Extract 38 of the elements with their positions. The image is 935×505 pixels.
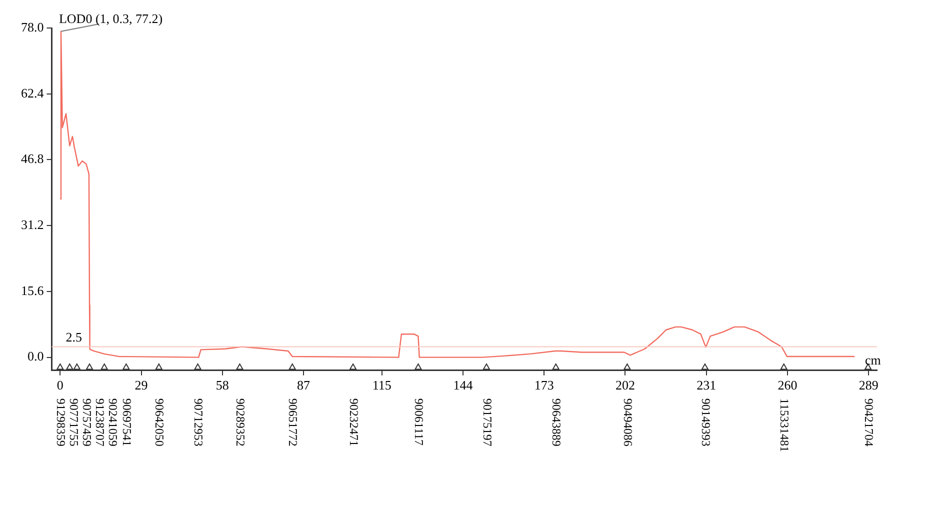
y-tick-label: 31.2 [21, 217, 44, 232]
y-tick-label: 78.0 [21, 19, 44, 34]
text: 90232471 [346, 398, 361, 446]
x-tick-label: 87 [297, 378, 311, 393]
y-tick-label: 15.6 [21, 282, 44, 298]
text: 90061117 [412, 398, 426, 446]
text: 90697541 [120, 398, 134, 446]
text: 90241059 [106, 398, 120, 446]
text: 91238707 [92, 398, 107, 446]
x-tick-label: 144 [453, 378, 474, 393]
x-tick-label: 58 [216, 378, 229, 393]
x-tick-label: 115 [372, 378, 392, 393]
y-tick-label: 62.4 [21, 85, 44, 100]
text: 90494086 [621, 398, 636, 446]
y-tick-label: 46.8 [21, 151, 44, 166]
x-tick-label: 0 [56, 378, 64, 393]
text: 90757459 [80, 398, 94, 446]
text: 90149393 [698, 398, 713, 446]
text: 90289352 [234, 398, 248, 446]
x-tick-label: 202 [615, 378, 635, 393]
text: 90771755 [66, 398, 81, 446]
x-axis-title: cm [865, 352, 881, 368]
text: 115331481 [778, 398, 792, 452]
text: 90642050 [152, 398, 167, 446]
x-tick-label: 29 [134, 378, 148, 393]
text: 91298359 [54, 398, 68, 446]
text: 90651772 [286, 398, 300, 446]
text: 90643889 [550, 398, 564, 446]
text: 90421704 [862, 398, 876, 446]
x-tick-label: 260 [778, 378, 798, 393]
x-tick-label: 173 [534, 378, 554, 393]
text: 90712953 [192, 398, 206, 446]
x-tick-label: 231 [696, 378, 716, 393]
annotation: LOD0 (1, 0.3, 77.2) [58, 10, 163, 26]
x-tick-label: 289 [858, 378, 878, 393]
ref-line-label: 2.5 [66, 330, 82, 345]
text: 90175197 [480, 398, 494, 446]
y-tick-label: 0.0 [28, 348, 44, 364]
